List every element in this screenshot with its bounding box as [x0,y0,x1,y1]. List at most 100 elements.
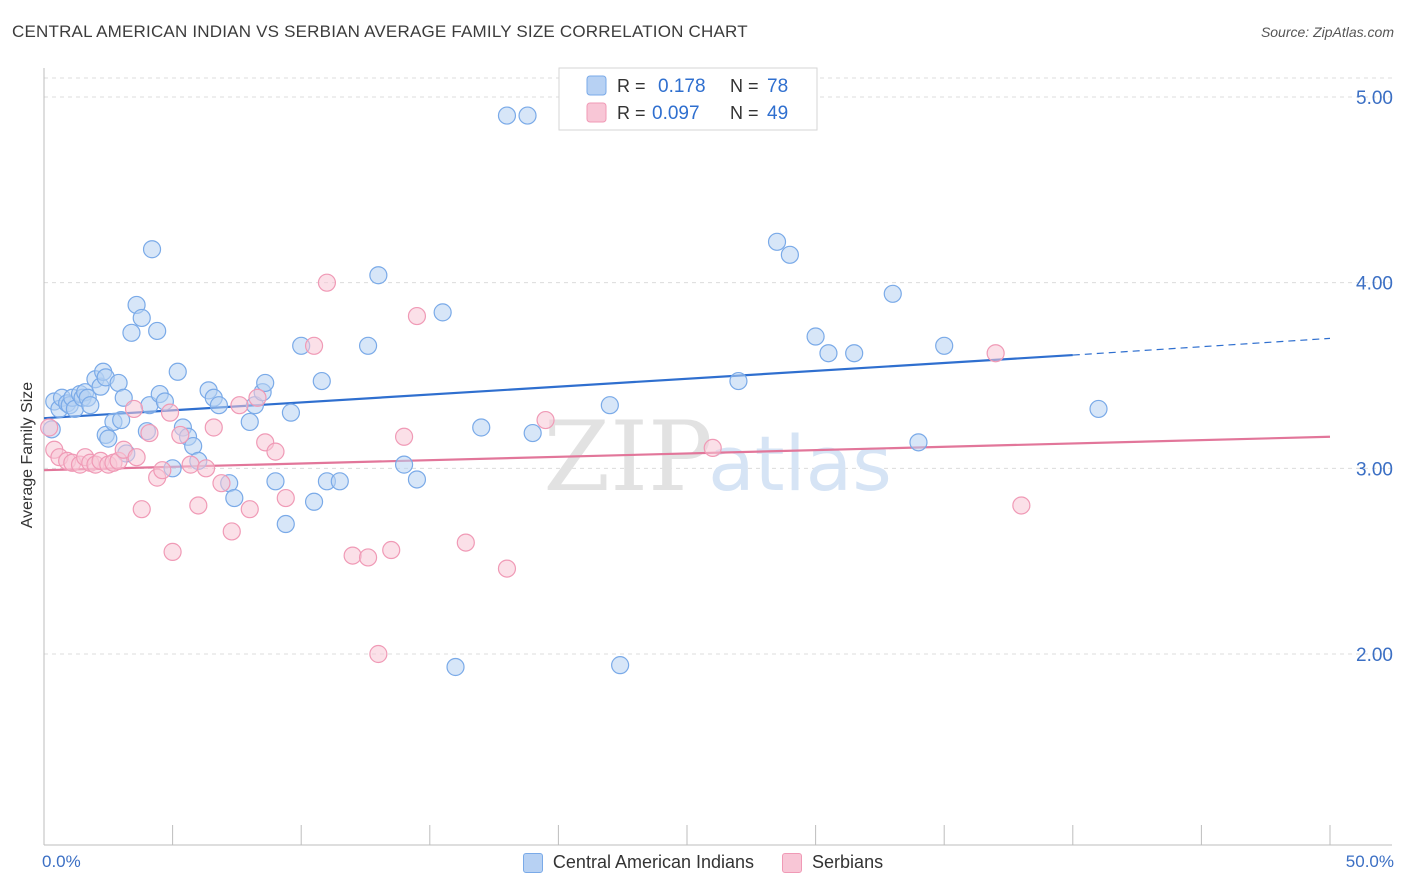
point-central-american-indians-69 [780,245,799,264]
legend-n-label-0: N = [730,76,759,96]
point-serbians-43 [456,533,475,552]
x-tick-label-max: 50.0% [1345,852,1394,871]
point-central-american-indians-67 [729,371,748,391]
point-serbians-23 [181,455,200,474]
x-tick-label-min: 0.0% [42,852,81,871]
watermark: ZIP atlas [543,401,891,513]
point-serbians-35 [304,336,324,355]
point-central-american-indians-66 [611,656,630,675]
stats-legend: R = 0.178 N = 78 R = 0.097 N = 49 [558,67,818,131]
point-central-american-indians-61 [472,418,491,437]
legend-label-central-american-indians: Central American Indians [552,852,755,872]
trend-line-1 [43,435,1331,472]
point-serbians-26 [204,418,223,437]
watermark-atlas: atlas [708,419,892,508]
series-legend: Central American Indians Serbians [0,852,1406,873]
point-central-american-indians-12 [81,396,100,415]
point-serbians-47 [986,344,1005,363]
y-axis-title: Average Family Size [19,381,36,529]
point-central-american-indians-41 [209,396,228,415]
data-points [40,106,1108,677]
point-serbians-39 [369,644,388,664]
point-central-american-indians-64 [523,423,542,443]
point-serbians-46 [703,438,722,458]
point-serbians-28 [222,522,241,541]
legend-n-value-1: 49 [767,103,788,124]
legend-swatch-blue [586,75,607,96]
point-central-american-indians-58 [394,455,414,474]
grid-lines [44,77,1392,655]
point-central-american-indians-56 [358,336,378,355]
point-serbians-38 [358,548,378,567]
point-central-american-indians-68 [767,232,787,251]
point-serbians-48 [1012,496,1031,515]
point-serbians-0 [40,418,59,437]
point-central-american-indians-21 [112,410,131,430]
legend-r-label-0: R = [617,76,646,96]
point-central-american-indians-60 [433,303,452,322]
point-central-american-indians-49 [276,514,295,534]
point-central-american-indians-34 [168,362,187,381]
point-central-american-indians-73 [883,284,902,303]
y-tick-label-1: 3.00 [1356,459,1393,480]
point-serbians-40 [382,540,401,560]
point-central-american-indians-71 [819,344,838,363]
point-serbians-15 [127,448,146,467]
legend-label-serbians: Serbians [812,852,884,872]
point-central-american-indians-65 [600,396,619,415]
point-serbians-16 [132,500,151,519]
point-serbians-24 [189,496,208,515]
legend-item-central-american-indians[interactable]: Central American Indians [522,852,755,873]
point-central-american-indians-75 [935,336,954,355]
y-tick-label-3: 5.00 [1356,88,1393,109]
point-central-american-indians-24 [122,323,141,342]
point-central-american-indians-22 [114,388,133,407]
legend-n-value-0: 78 [767,76,788,97]
point-serbians-34 [276,488,295,508]
point-serbians-33 [266,442,285,461]
legend-item-serbians[interactable]: Serbians [782,852,883,873]
point-serbians-19 [153,461,172,480]
point-serbians-45 [536,410,555,430]
point-serbians-20 [160,403,180,422]
legend-swatch-central-american-indians [522,852,543,873]
y-tick-label-0: 2.00 [1356,645,1393,666]
point-serbians-37 [343,546,362,565]
point-serbians-42 [407,306,427,326]
legend-n-label-1: N = [730,103,759,123]
point-central-american-indians-47 [256,373,275,393]
point-central-american-indians-70 [806,327,825,346]
point-central-american-indians-62 [497,106,517,125]
point-serbians-44 [497,559,517,578]
point-serbians-14 [124,399,144,419]
point-central-american-indians-18 [99,429,118,448]
point-serbians-31 [248,388,267,407]
y-tick-labels: 2.00 3.00 4.00 5.00 [1356,88,1393,666]
trend-line-extension-0 [1072,337,1331,356]
source-label: Source: ZipAtlas.com [1260,24,1394,40]
point-central-american-indians-50 [281,403,301,422]
legend-r-value-1: 0.097 [652,103,700,124]
point-central-american-indians-44 [240,412,259,432]
y-tick-label-2: 4.00 [1356,274,1393,295]
point-central-american-indians-52 [304,492,324,511]
point-serbians-27 [212,474,231,493]
point-central-american-indians-57 [369,266,388,285]
legend-r-value-0: 0.178 [658,76,706,97]
point-central-american-indians-29 [142,240,162,259]
point-central-american-indians-26 [132,308,151,328]
point-central-american-indians-72 [845,344,864,363]
point-central-american-indians-48 [266,472,285,491]
legend-swatch-serbians [782,852,803,873]
point-serbians-29 [230,396,249,415]
point-central-american-indians-53 [312,371,331,391]
point-serbians-36 [317,273,337,292]
legend-swatch-pink [586,102,607,123]
point-central-american-indians-55 [330,472,349,491]
legend-r-label-1: R = [617,103,646,123]
point-serbians-17 [140,423,159,443]
point-central-american-indians-59 [407,470,427,489]
point-serbians-22 [171,425,190,445]
point-central-american-indians-63 [518,106,537,125]
